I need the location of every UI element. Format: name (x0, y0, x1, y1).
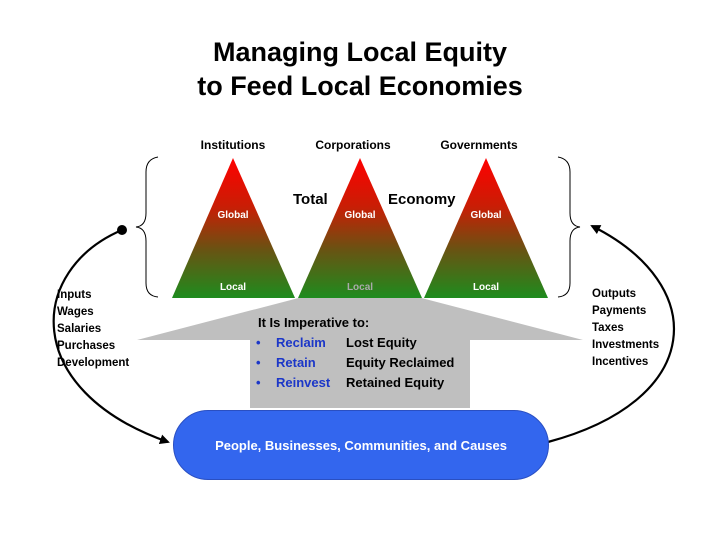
imperative-verb: Reclaim (276, 335, 326, 350)
title-line-2: to Feed Local Economies (197, 71, 523, 101)
imperative-verb: Retain (276, 355, 316, 370)
bullet-icon: • (256, 335, 261, 350)
label-institutions: Institutions (200, 138, 266, 152)
right-list-item: Incentives (592, 356, 649, 368)
title-line-1: Managing Local Equity (212, 37, 508, 67)
tri3-global: Global (470, 210, 502, 221)
imperative-arrow (137, 282, 583, 408)
label-governments: Governments (440, 138, 518, 152)
imperative-verb: Reinvest (276, 375, 331, 390)
page-title: Managing Local Equity to Feed Local Econ… (0, 35, 720, 103)
left-brace (135, 156, 159, 298)
right-list: Outputs Payments Taxes Investments Incen… (592, 286, 659, 371)
imperative-object: Retained Equity (346, 375, 445, 390)
tri2-global: Global (344, 210, 376, 221)
right-list-item: Outputs (592, 288, 637, 300)
triangle-institutions (172, 158, 295, 298)
total-label: Total (293, 191, 328, 208)
imperative-object: Lost Equity (346, 335, 417, 350)
imperative-item: • Reinvest Retained Equity (256, 373, 444, 393)
left-list-item: Development (57, 357, 130, 369)
left-list-item: Purchases (57, 340, 116, 352)
left-list-item: Inputs (57, 289, 92, 301)
left-list: Inputs Wages Salaries Purchases Developm… (57, 287, 129, 372)
imperative-item: • Retain Equity Reclaimed (256, 353, 454, 373)
bullet-icon: • (256, 355, 261, 370)
tri2-local: Local (346, 282, 374, 293)
right-brace (557, 156, 581, 298)
triangle-governments (424, 158, 548, 298)
right-loop-arrow (547, 225, 675, 444)
bullet-icon: • (256, 375, 261, 390)
label-corporations: Corporations (315, 138, 391, 152)
people-businesses-pill: People, Businesses, Communities, and Cau… (173, 410, 549, 480)
tri1-global: Global (217, 210, 249, 221)
left-loop-arrow (52, 228, 170, 445)
right-list-item: Taxes (592, 322, 624, 334)
economy-label: Economy (388, 191, 456, 208)
tri3-local: Local (472, 282, 500, 293)
imperative-heading: It Is Imperative to: (258, 315, 370, 330)
right-list-item: Investments (592, 339, 660, 351)
imperative-object: Equity Reclaimed (346, 355, 455, 370)
imperative-block: It Is Imperative to: • Reclaim Lost Equi… (256, 313, 476, 393)
pill-label: People, Businesses, Communities, and Cau… (215, 437, 507, 453)
right-list-item: Payments (592, 305, 647, 317)
left-list-item: Wages (57, 306, 94, 318)
left-list-item: Salaries (57, 323, 102, 335)
imperative-item: • Reclaim Lost Equity (256, 333, 417, 353)
triangle-corporations (298, 158, 422, 298)
tri1-local: Local (219, 282, 247, 293)
